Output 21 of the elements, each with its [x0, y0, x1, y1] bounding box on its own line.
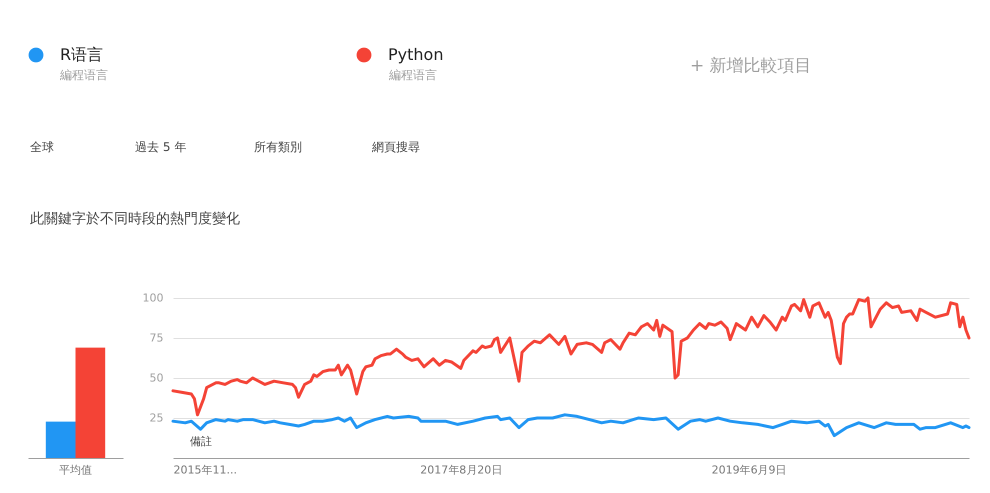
- line-series: [172, 296, 970, 416]
- annotation: 備註: [190, 435, 212, 448]
- x-tick-label: 2015年11...: [174, 464, 237, 476]
- line-series: [172, 413, 970, 438]
- x-tick-label: 2017年8月20日: [420, 464, 502, 476]
- y-tick-label: 75: [150, 332, 164, 344]
- y-tick-label: 50: [150, 372, 164, 384]
- y-tick-label: 100: [142, 292, 164, 304]
- x-tick-label: 2019年6月9日: [712, 464, 787, 476]
- text: + 新增比較項目: [690, 56, 812, 76]
- text: 編程语言: [59, 68, 108, 82]
- x-tick-label: 平均值: [59, 464, 92, 476]
- text: 編程语言: [388, 68, 437, 82]
- text: 過去 5 年: [135, 140, 186, 154]
- text: 網頁搜尋: [371, 140, 420, 154]
- legend-label: R语言: [60, 45, 104, 64]
- y-tick-label: 25: [150, 412, 164, 424]
- text: 全球: [30, 140, 54, 154]
- text: 所有類別: [254, 140, 302, 154]
- legend-label: Python: [388, 45, 444, 64]
- chart-title: 此關鍵字於不同時段的熱門度變化: [30, 211, 240, 227]
